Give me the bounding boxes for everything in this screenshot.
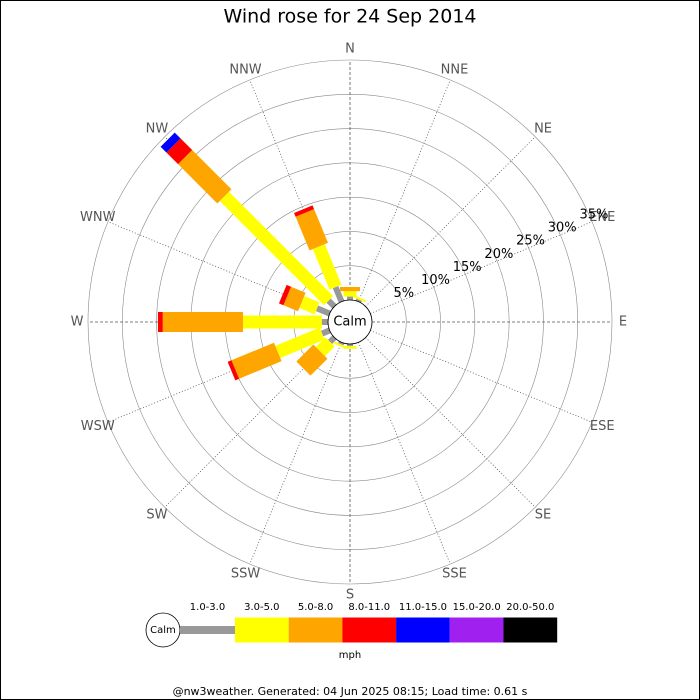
wind-segment bbox=[157, 312, 163, 332]
direction-label: NNW bbox=[229, 62, 261, 77]
direction-label: SE bbox=[535, 508, 551, 523]
r-tick-label: 30% bbox=[548, 221, 577, 236]
legend-label: 5.0-8.0 bbox=[298, 602, 333, 613]
wind-segment bbox=[160, 132, 181, 153]
wind-segment bbox=[227, 360, 240, 381]
wind-segment bbox=[326, 298, 337, 309]
calm-circle bbox=[327, 299, 373, 345]
r-tick-label: 25% bbox=[516, 234, 545, 249]
legend-swatch bbox=[235, 617, 289, 643]
legend-unit: mph bbox=[339, 650, 361, 661]
wind-segment bbox=[321, 319, 328, 325]
legend-swatch bbox=[503, 617, 558, 643]
legend-label: 1.0-3.0 bbox=[190, 602, 225, 613]
spoke bbox=[370, 330, 593, 423]
direction-label: WSW bbox=[81, 419, 115, 434]
direction-label: NNE bbox=[441, 62, 469, 77]
direction-label: SSW bbox=[231, 567, 261, 582]
footer: @nw3weather. Generated: 04 Jun 2025 08:1… bbox=[173, 685, 528, 698]
legend-label: 15.0-20.0 bbox=[453, 602, 501, 613]
wind-segment bbox=[332, 285, 345, 303]
direction-label: ENE bbox=[589, 210, 615, 225]
wind-segment bbox=[353, 295, 366, 303]
r-tick-label: 20% bbox=[484, 247, 513, 262]
legend-label: 20.0-50.0 bbox=[506, 602, 554, 613]
legend-swatch bbox=[288, 617, 343, 643]
spoke bbox=[365, 136, 536, 307]
wind-segment bbox=[312, 244, 342, 290]
legend-calm-label: Calm bbox=[150, 625, 176, 636]
legend-swatch bbox=[342, 617, 397, 643]
direction-label: ESE bbox=[590, 419, 615, 434]
direction-label: W bbox=[71, 315, 84, 330]
calm-label: Calm bbox=[333, 315, 366, 330]
wind-segment bbox=[340, 286, 360, 292]
spoke bbox=[370, 221, 593, 314]
spoke bbox=[249, 342, 342, 565]
direction-label: NW bbox=[146, 121, 169, 136]
wind-segment bbox=[178, 150, 232, 204]
wind-segment bbox=[283, 286, 306, 312]
legend-label: 3.0-5.0 bbox=[244, 602, 279, 613]
r-tick-label: 10% bbox=[421, 273, 450, 288]
wind-segment bbox=[334, 341, 347, 349]
wind-segment bbox=[347, 344, 353, 347]
wind-segment bbox=[219, 191, 334, 306]
spoke bbox=[358, 79, 451, 302]
wind-segment bbox=[242, 315, 322, 329]
legend-label: 11.0-15.0 bbox=[399, 602, 447, 613]
legend-swatch bbox=[180, 626, 235, 634]
direction-label: SW bbox=[146, 508, 167, 523]
wind-segment bbox=[275, 327, 325, 358]
grid-ring bbox=[87, 59, 613, 585]
legend-swatch bbox=[449, 617, 504, 643]
direction-label: NE bbox=[534, 121, 552, 136]
wind-segment bbox=[296, 344, 328, 376]
wind-segment bbox=[338, 341, 345, 346]
wind-segment bbox=[278, 284, 292, 306]
r-tick-label: 5% bbox=[394, 286, 415, 301]
wind-segment bbox=[299, 296, 320, 315]
wind-segment bbox=[294, 205, 315, 217]
wind-segment bbox=[320, 327, 331, 337]
wind-segment bbox=[315, 337, 335, 357]
wind-segment bbox=[343, 291, 357, 297]
spoke bbox=[365, 337, 536, 508]
legend-swatch bbox=[396, 617, 450, 643]
wind-segment bbox=[295, 209, 328, 251]
r-tick-label: 15% bbox=[453, 260, 482, 275]
spoke bbox=[358, 342, 451, 565]
direction-label: WNW bbox=[80, 210, 116, 225]
r-tick-label: 35% bbox=[579, 207, 608, 222]
legend-label: 8.0-11.0 bbox=[348, 602, 390, 613]
wind-segment bbox=[347, 296, 353, 300]
direction-label: N bbox=[345, 42, 355, 57]
wind-segment bbox=[355, 298, 362, 303]
wind-segment bbox=[315, 305, 331, 317]
wind-segment bbox=[231, 342, 282, 379]
direction-label: SSE bbox=[442, 567, 467, 582]
wind-segment bbox=[166, 138, 193, 165]
chart-title: Wind rose for 24 Sep 2014 bbox=[223, 6, 476, 28]
direction-label: S bbox=[346, 588, 354, 603]
wind-segment bbox=[162, 312, 243, 332]
direction-label: E bbox=[619, 315, 627, 330]
